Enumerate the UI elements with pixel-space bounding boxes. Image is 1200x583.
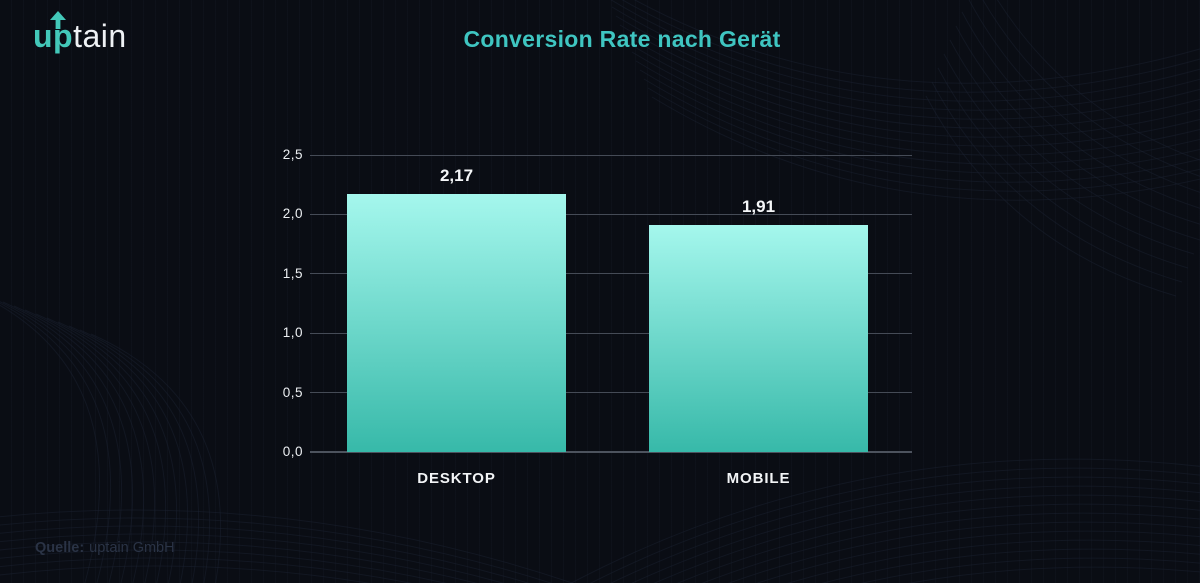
y-axis-tick-label: 0,5 — [282, 384, 303, 400]
chart-title: Conversion Rate nach Gerät — [463, 26, 781, 52]
gridline-2,5 — [310, 154, 912, 156]
y-axis-tick-label: 2,5 — [282, 147, 303, 162]
gridline-1,0 — [310, 332, 912, 334]
x-axis-label-desktop: DESKTOP — [417, 470, 496, 487]
source-attribution: Quelle: uptain GmbH — [35, 540, 175, 556]
y-axis-tick-label: 0,0 — [282, 444, 303, 459]
bar-value-mobile: 1,91 — [741, 197, 776, 217]
logo-text-up: up — [33, 18, 74, 54]
logo-text-tain: tain — [73, 18, 127, 54]
gridline-0,5 — [310, 392, 912, 394]
bar-desktop — [347, 194, 566, 452]
y-axis-tick-label: 1,0 — [282, 325, 303, 341]
source-label: Quelle: — [35, 540, 85, 556]
y-axis-tick-label: 1,5 — [282, 265, 303, 281]
gridline-0,0 — [310, 451, 912, 453]
y-axis-tick-label: 2,0 — [282, 206, 303, 222]
gridline-1,5 — [310, 273, 912, 275]
gridline-2,0 — [310, 213, 912, 215]
logo-up-arrow-icon — [50, 11, 66, 29]
bar-mobile — [649, 225, 868, 452]
bar-value-desktop: 2,17 — [439, 166, 474, 186]
source-value: uptain GmbH — [89, 540, 175, 556]
x-axis-label-mobile: MOBILE — [726, 470, 791, 487]
uptain-logo: uptain — [33, 11, 127, 55]
